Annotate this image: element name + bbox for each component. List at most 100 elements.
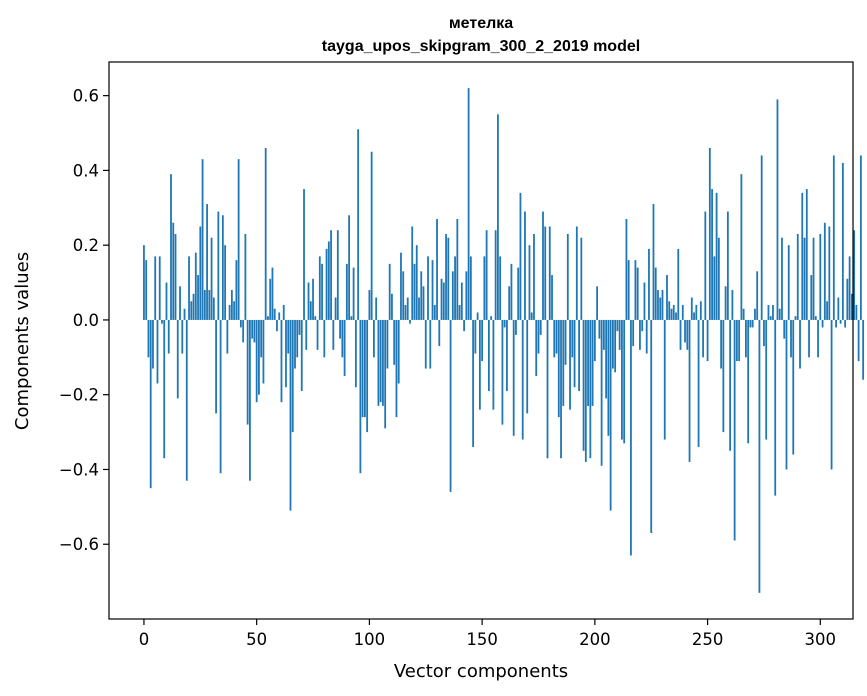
bar <box>474 319 477 354</box>
bar <box>305 319 308 350</box>
bar <box>244 233 247 320</box>
bar <box>393 319 396 365</box>
bar <box>503 319 506 328</box>
bar <box>330 230 332 320</box>
bar <box>492 319 495 410</box>
bar <box>465 271 468 320</box>
bar <box>361 319 364 418</box>
x-tick-label: 200 <box>579 630 611 649</box>
bar <box>693 312 695 320</box>
bar <box>844 319 847 328</box>
bar <box>627 260 630 320</box>
bar <box>233 301 236 320</box>
bar <box>573 319 576 388</box>
bar <box>733 319 736 541</box>
bar <box>546 319 549 459</box>
bar <box>427 256 429 320</box>
bar <box>280 319 283 403</box>
bar <box>267 316 269 320</box>
bar <box>767 304 770 320</box>
bar <box>668 301 671 320</box>
bar <box>859 155 862 320</box>
bar <box>717 237 720 320</box>
bar <box>386 319 389 369</box>
bar <box>778 308 781 320</box>
bar <box>575 226 578 320</box>
bar <box>406 297 409 320</box>
bar <box>334 297 337 320</box>
bar <box>681 304 684 320</box>
bar <box>190 301 193 320</box>
bar <box>803 237 806 320</box>
bar <box>210 237 213 320</box>
bar <box>765 319 768 440</box>
bar <box>850 293 853 320</box>
bar <box>796 233 799 320</box>
bar <box>801 192 804 320</box>
bar <box>661 290 664 320</box>
x-tick-label: 250 <box>692 630 724 649</box>
bar <box>729 319 732 451</box>
bar <box>314 316 317 320</box>
bar <box>713 256 716 320</box>
bar <box>199 226 202 320</box>
bar <box>368 290 371 320</box>
bar <box>776 99 779 320</box>
y-tick-label: −0.4 <box>59 460 99 479</box>
bar <box>197 275 199 320</box>
bar <box>323 319 326 358</box>
bar <box>618 319 621 350</box>
bar <box>708 147 711 320</box>
bar <box>249 319 251 481</box>
bar <box>282 304 285 320</box>
bar <box>832 155 835 320</box>
bar <box>745 319 747 358</box>
bar <box>161 319 163 324</box>
y-tick-label: 0.0 <box>73 311 99 330</box>
bar <box>785 319 788 470</box>
x-tick-label: 50 <box>246 630 267 649</box>
bar <box>287 319 290 354</box>
bar <box>639 319 641 350</box>
bar <box>235 260 238 320</box>
y-tick-label: 0.4 <box>73 161 99 180</box>
bar <box>578 319 580 391</box>
bar <box>359 319 362 474</box>
bar <box>183 308 186 320</box>
bar <box>738 319 741 362</box>
bar <box>343 319 346 377</box>
bar <box>853 230 856 320</box>
bar <box>300 319 303 391</box>
bar <box>769 316 772 320</box>
x-tick-label: 100 <box>354 630 386 649</box>
bar <box>641 319 644 332</box>
bar <box>837 297 840 320</box>
bar <box>632 319 635 347</box>
bar <box>463 319 465 332</box>
bar <box>454 256 456 320</box>
bar <box>260 319 263 358</box>
bar <box>711 189 713 320</box>
bar <box>826 301 828 320</box>
bar <box>145 260 148 320</box>
bar <box>438 319 441 347</box>
bar <box>677 248 680 320</box>
bar <box>783 319 786 339</box>
bar <box>433 304 436 320</box>
bar <box>212 297 215 320</box>
bar <box>255 319 258 403</box>
bar <box>702 319 704 358</box>
bar <box>602 319 605 350</box>
bar <box>318 256 321 320</box>
bar <box>294 319 296 369</box>
bar <box>312 278 314 320</box>
bar <box>350 316 353 320</box>
bar <box>276 319 278 332</box>
bar <box>857 319 860 362</box>
bar <box>614 319 617 373</box>
bar <box>821 319 824 328</box>
bar <box>625 219 628 320</box>
bar <box>296 319 299 358</box>
bar <box>616 319 619 332</box>
bar <box>273 308 276 320</box>
